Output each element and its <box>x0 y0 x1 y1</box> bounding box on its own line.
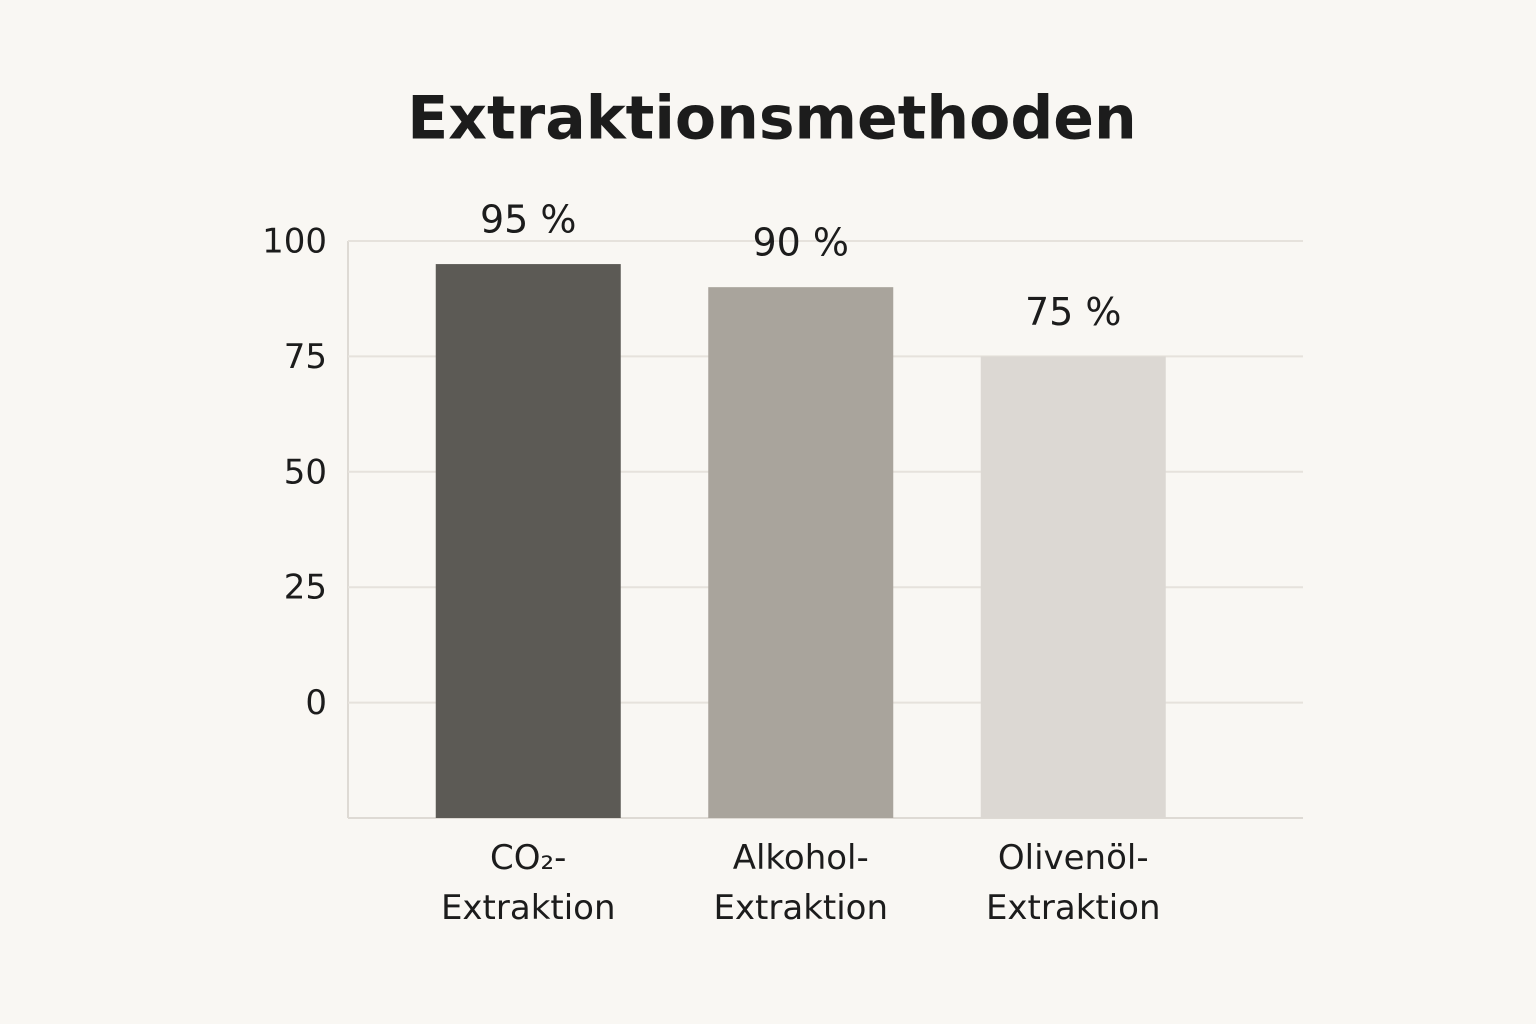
value-label: 90 % <box>752 221 849 265</box>
bar <box>980 356 1166 818</box>
value-label: 75 % <box>1025 290 1122 334</box>
y-tick-label: 75 <box>284 337 327 377</box>
bar <box>708 287 894 818</box>
y-tick-label: 50 <box>284 452 327 492</box>
y-tick-label: 0 <box>305 683 327 723</box>
chart-title: Extraktionsmethoden <box>407 84 1136 154</box>
x-tick-label: CO₂-Extraktion <box>440 838 616 928</box>
y-tick-label: 25 <box>284 568 327 608</box>
x-tick-label: Alkohol-Extraktion <box>713 838 889 928</box>
x-tick-label: Olivenöl-Extraktion <box>985 838 1161 928</box>
y-tick-label: 100 <box>262 222 327 262</box>
value-label: 95 % <box>480 198 577 242</box>
bar <box>435 264 621 819</box>
